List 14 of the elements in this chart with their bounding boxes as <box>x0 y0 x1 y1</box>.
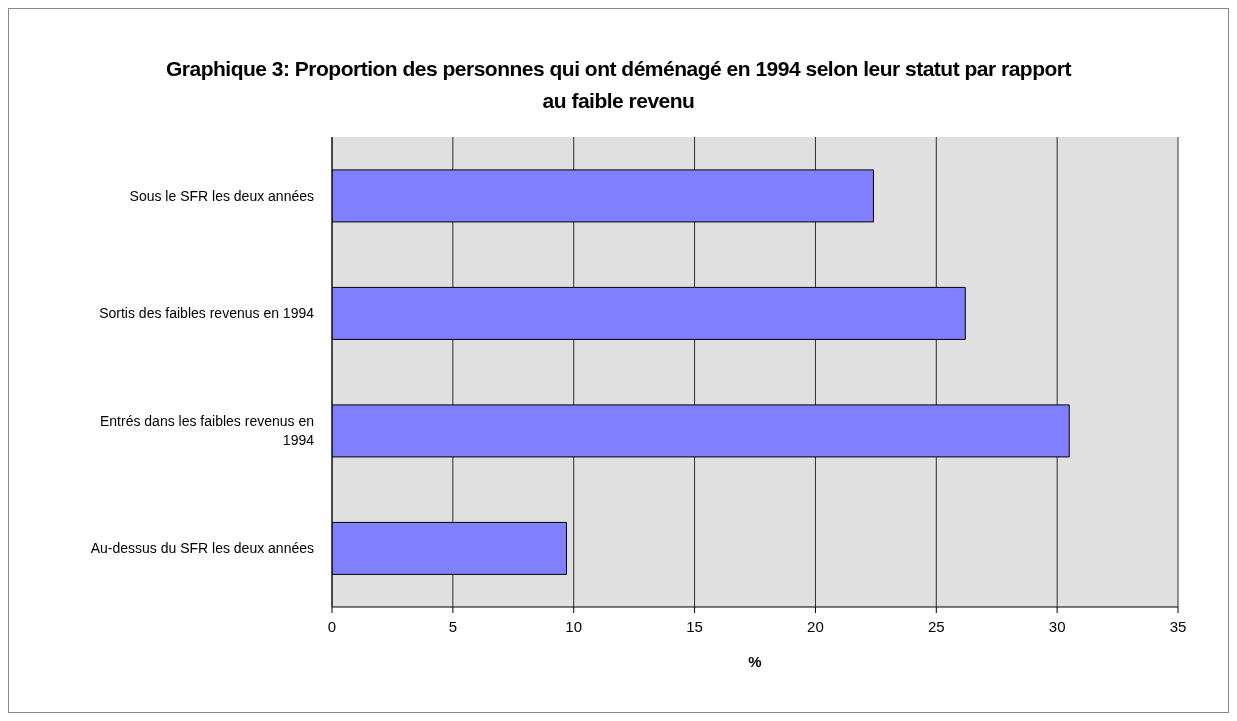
x-tick-label: 25 <box>927 617 945 635</box>
y-tick-label: Entrés dans les faibles revenus en 1994 <box>99 413 315 449</box>
x-tick-label: 35 <box>1169 617 1187 635</box>
x-tick-label: 20 <box>807 617 824 635</box>
x-tick-label: 30 <box>1048 617 1066 635</box>
y-tick-label: Au-dessus du SFR les deux années <box>90 540 314 557</box>
x-tick-label: 15 <box>686 617 703 635</box>
chart-title: Graphique 3: Proportion des personnes qui ont déménagé en 1994 selon leur statut par rapport au faible revenu <box>165 56 1073 114</box>
y-tick-label: Sortis des faibles revenus en 1994 <box>99 305 315 322</box>
x-tick-label: 0 <box>327 617 337 635</box>
x-axis-title: % <box>748 653 762 670</box>
x-tick-label: 5 <box>448 617 458 635</box>
y-tick-label: Sous le SFR les deux années <box>129 187 314 204</box>
x-tick-label: 10 <box>565 617 583 635</box>
